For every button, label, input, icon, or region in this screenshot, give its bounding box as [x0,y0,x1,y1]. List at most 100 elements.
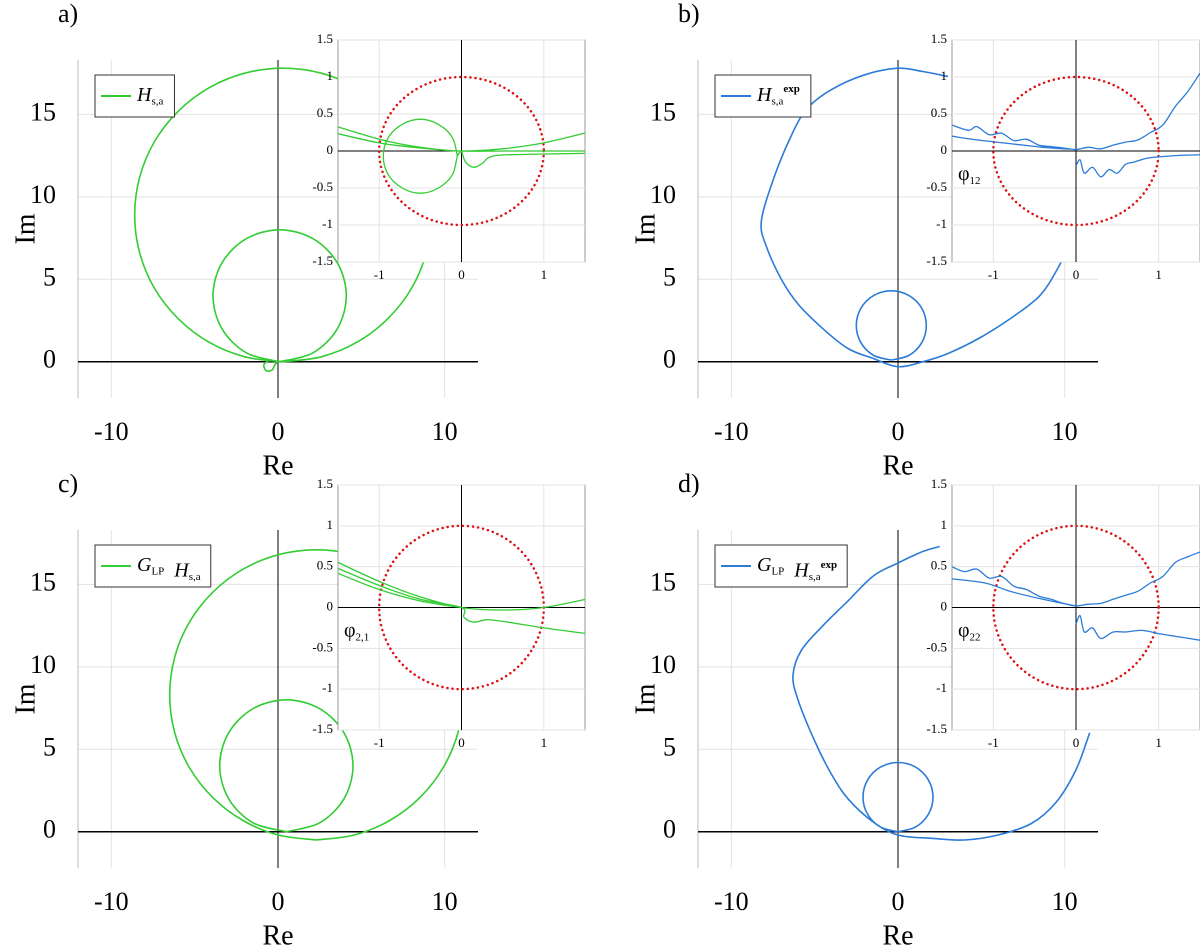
y-tick-label: -1.5 [926,721,947,736]
x-axis-label: Re [882,450,913,481]
legend-label-text: H [136,84,153,106]
y-tick-label: 0 [43,345,56,374]
y-tick-label: -1 [322,680,333,695]
x-tick-label: 10 [1052,417,1078,446]
y-tick-label: 15 [30,97,56,126]
legend-label-sub: s,a [771,95,783,107]
x-tick-label: 1 [541,735,548,750]
y-tick-label: -1.5 [312,253,333,268]
y-tick-label: 5 [663,262,676,291]
legend: GLP Hs,a [94,544,212,588]
y-tick-label: 0.5 [317,105,333,120]
nyquist-curve [952,551,1200,641]
y-tick-label: 0 [327,598,334,613]
y-tick-label: -0.5 [926,639,947,654]
phase-annotation-text: φ [958,163,970,185]
y-tick-label: 10 [30,650,56,679]
y-tick-label: 5 [43,732,56,761]
legend: Hs,a [94,74,175,118]
legend-label-space [164,559,174,581]
legend-label: GLP Hs,a [137,554,201,583]
legend: GLP Hs,aexp [714,544,848,588]
y-tick-label: 1 [327,517,334,532]
panel-label: d) [678,469,700,498]
legend-label-text: H [756,84,773,106]
panel-label: a) [58,0,78,28]
y-tick-label: -1 [936,216,947,231]
x-tick-label: 0 [458,735,465,750]
nyquist-curve [338,118,585,194]
legend-label-text: H [793,559,810,581]
legend-label-sub: s,a [189,571,201,583]
legend-label-text: H [173,559,190,581]
y-tick-label: 10 [650,650,676,679]
y-tick-label: 15 [650,97,676,126]
y-tick-label: 0 [941,142,948,157]
x-tick-label: -10 [94,417,129,446]
y-tick-label: 10 [30,180,56,209]
legend-label-sub: LP [771,565,784,577]
x-tick-label: -1 [374,267,385,282]
y-tick-label: -0.5 [312,179,333,194]
y-tick-label: -1 [322,216,333,231]
y-tick-label: 0 [327,142,334,157]
nyquist-curve [338,561,585,635]
y-tick-label: 0.5 [931,105,947,120]
y-tick-label: 0 [663,345,676,374]
legend-label-sup: exp [783,83,800,95]
phase-annotation: φ12 [958,163,981,187]
x-tick-label: -10 [714,417,749,446]
y-tick-label: 0 [941,598,948,613]
y-tick-label: 0 [43,815,56,844]
x-tick-label: 10 [1052,887,1078,916]
y-tick-label: -0.5 [312,639,333,654]
legend-label: Hs,a [136,84,163,108]
y-tick-label: 1.5 [931,31,947,46]
x-tick-label: 0 [892,417,905,446]
y-tick-label: 1 [941,68,948,83]
legend-label-sub: s,a [151,95,163,107]
phase-annotation-sub: 22 [970,631,981,643]
nyquist-curve [168,548,464,841]
x-tick-label: -10 [714,887,749,916]
y-axis-label: Im [10,213,41,244]
y-tick-label: -1.5 [312,721,333,736]
x-axis-label: Re [262,450,293,481]
x-tick-label: 0 [272,887,285,916]
y-tick-label: 1 [941,517,948,532]
x-tick-label: 0 [892,887,905,916]
y-tick-label: 5 [43,262,56,291]
x-tick-label: 10 [432,887,458,916]
y-tick-label: 5 [663,732,676,761]
y-tick-label: 15 [30,567,56,596]
y-tick-label: -1 [936,680,947,695]
panel-label: c) [58,469,78,498]
x-tick-label: -1 [988,267,999,282]
phase-annotation: φ22 [958,619,981,643]
x-axis-label: Re [262,920,293,948]
phase-annotation-text: φ [344,619,356,641]
x-tick-label: -1 [374,735,385,750]
nyquist-curve [952,72,1200,178]
x-tick-label: 1 [541,267,548,282]
legend: Hs,aexp [714,74,812,118]
phase-annotation-text: φ [958,619,970,641]
y-axis-label: Im [630,683,661,714]
legend-label: Hs,aexp [756,83,800,107]
x-tick-label: 0 [1073,267,1080,282]
x-tick-label: 0 [272,417,285,446]
unit-circle [992,75,1160,227]
nyquist-curve [133,67,433,372]
x-tick-label: 1 [1155,735,1162,750]
unit-circle [992,524,1160,691]
legend-label-text: G [137,554,152,576]
y-axis-label: Im [10,683,41,714]
nyquist-curve [760,67,1086,368]
y-tick-label: 10 [650,180,676,209]
phase-annotation-sub: 2,1 [356,631,370,643]
y-tick-label: 1.5 [317,31,333,46]
y-tick-label: -0.5 [926,179,947,194]
y-tick-label: 0 [663,815,676,844]
y-tick-label: 15 [650,567,676,596]
